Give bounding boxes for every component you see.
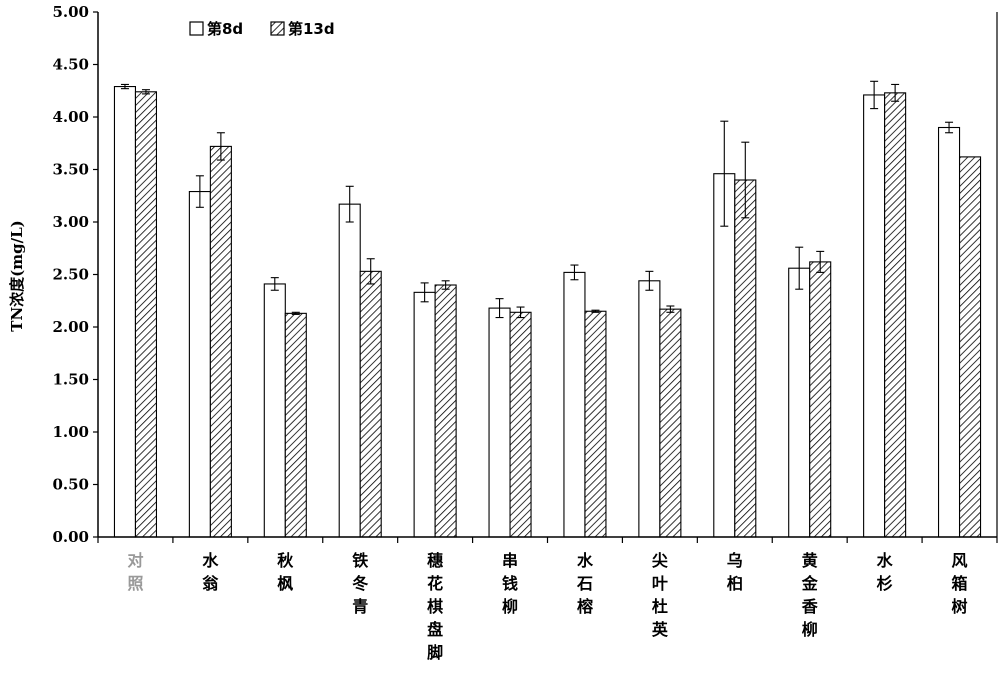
legend: 第8d 第13d <box>189 20 335 38</box>
bar-day8 <box>113 86 137 538</box>
bar-day8 <box>488 307 511 538</box>
bar-day13 <box>884 92 907 538</box>
legend-label-day8: 第8d <box>207 20 243 38</box>
x-category-label: 水石榕 <box>576 551 594 616</box>
x-category-label: 尖叶杜英 <box>651 551 669 639</box>
bar-day13 <box>509 311 532 538</box>
bar-day13 <box>659 308 682 538</box>
y-tick-label: 3.00 <box>52 213 89 231</box>
bar-day13 <box>809 261 832 538</box>
legend-swatch-day13 <box>270 21 285 36</box>
y-tick-label: 2.50 <box>52 266 89 284</box>
x-category-label: 水翁 <box>202 551 219 593</box>
bar-day8 <box>713 173 736 538</box>
bar-day13 <box>734 179 757 538</box>
bar-day13 <box>584 310 607 538</box>
legend-label-day13: 第13d <box>288 20 335 38</box>
bar-day8 <box>863 94 886 538</box>
x-category-label: 对照 <box>127 551 143 593</box>
legend-swatch-day8 <box>189 21 204 36</box>
bar-day13 <box>209 145 232 538</box>
y-tick-label: 0.00 <box>52 528 89 546</box>
bar-day8 <box>788 267 811 538</box>
y-tick-label: 4.50 <box>52 56 89 74</box>
bar-day8 <box>338 203 361 538</box>
y-axis-label: TN浓度(mg/L) <box>8 220 26 331</box>
x-category-label: 穗花棋盘脚 <box>427 551 443 662</box>
x-category-label: 串钱柳 <box>502 551 518 616</box>
x-category-label: 风箱树 <box>952 551 968 616</box>
bar-day8 <box>188 191 211 538</box>
bar-day8 <box>937 126 961 538</box>
x-category-label: 黄金香柳 <box>801 551 819 639</box>
x-category-label: 铁冬青 <box>352 551 368 616</box>
bar-day13 <box>134 91 158 538</box>
y-tick-label: 1.50 <box>52 371 89 389</box>
x-category-label: 水杉 <box>877 551 894 593</box>
y-tick-label: 1.00 <box>52 423 89 441</box>
x-category-label: 乌桕 <box>727 551 743 593</box>
bar-day8 <box>263 283 286 538</box>
bar-day8 <box>413 291 436 538</box>
y-tick-label: 3.50 <box>52 161 89 179</box>
y-tick-label: 5.00 <box>52 3 89 21</box>
bar-day13 <box>284 312 307 538</box>
bar-day13 <box>359 270 382 538</box>
bar-day13 <box>958 156 982 538</box>
y-tick-label: 4.00 <box>52 108 89 126</box>
y-tick-label: 2.00 <box>52 318 89 336</box>
bar-day8 <box>563 271 586 538</box>
bar-day8 <box>638 280 661 538</box>
x-category-label: 秋枫 <box>277 551 294 593</box>
bar-day13 <box>434 284 457 538</box>
y-tick-label: 0.50 <box>52 476 89 494</box>
